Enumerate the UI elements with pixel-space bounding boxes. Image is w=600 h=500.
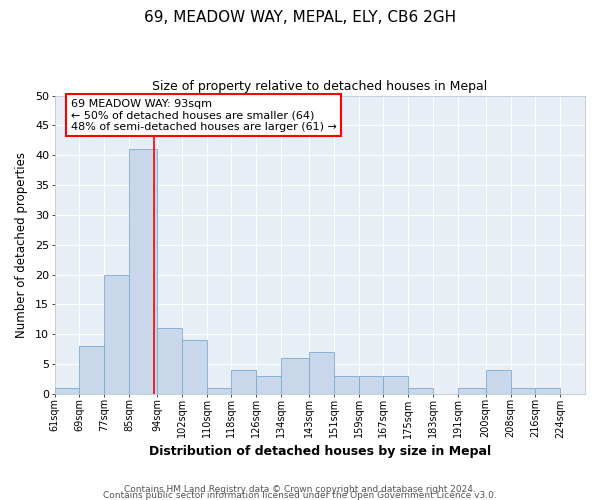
Bar — [408, 388, 433, 394]
Bar — [486, 370, 511, 394]
Bar — [511, 388, 535, 394]
Y-axis label: Number of detached properties: Number of detached properties — [15, 152, 28, 338]
Text: Contains HM Land Registry data © Crown copyright and database right 2024.: Contains HM Land Registry data © Crown c… — [124, 484, 476, 494]
Bar — [79, 346, 104, 394]
Bar — [232, 370, 256, 394]
Bar — [535, 388, 560, 394]
Bar — [104, 274, 129, 394]
Bar — [281, 358, 309, 394]
Text: Contains public sector information licensed under the Open Government Licence v3: Contains public sector information licen… — [103, 490, 497, 500]
Bar — [182, 340, 206, 394]
Text: 69 MEADOW WAY: 93sqm
← 50% of detached houses are smaller (64)
48% of semi-detac: 69 MEADOW WAY: 93sqm ← 50% of detached h… — [71, 98, 337, 132]
Bar — [359, 376, 383, 394]
Bar — [256, 376, 281, 394]
Bar — [458, 388, 486, 394]
Bar — [334, 376, 359, 394]
Bar — [157, 328, 182, 394]
Bar — [55, 388, 79, 394]
Bar — [129, 150, 157, 394]
Bar — [309, 352, 334, 394]
X-axis label: Distribution of detached houses by size in Mepal: Distribution of detached houses by size … — [149, 444, 491, 458]
Bar — [383, 376, 408, 394]
Text: 69, MEADOW WAY, MEPAL, ELY, CB6 2GH: 69, MEADOW WAY, MEPAL, ELY, CB6 2GH — [144, 10, 456, 25]
Bar — [206, 388, 232, 394]
Title: Size of property relative to detached houses in Mepal: Size of property relative to detached ho… — [152, 80, 487, 93]
